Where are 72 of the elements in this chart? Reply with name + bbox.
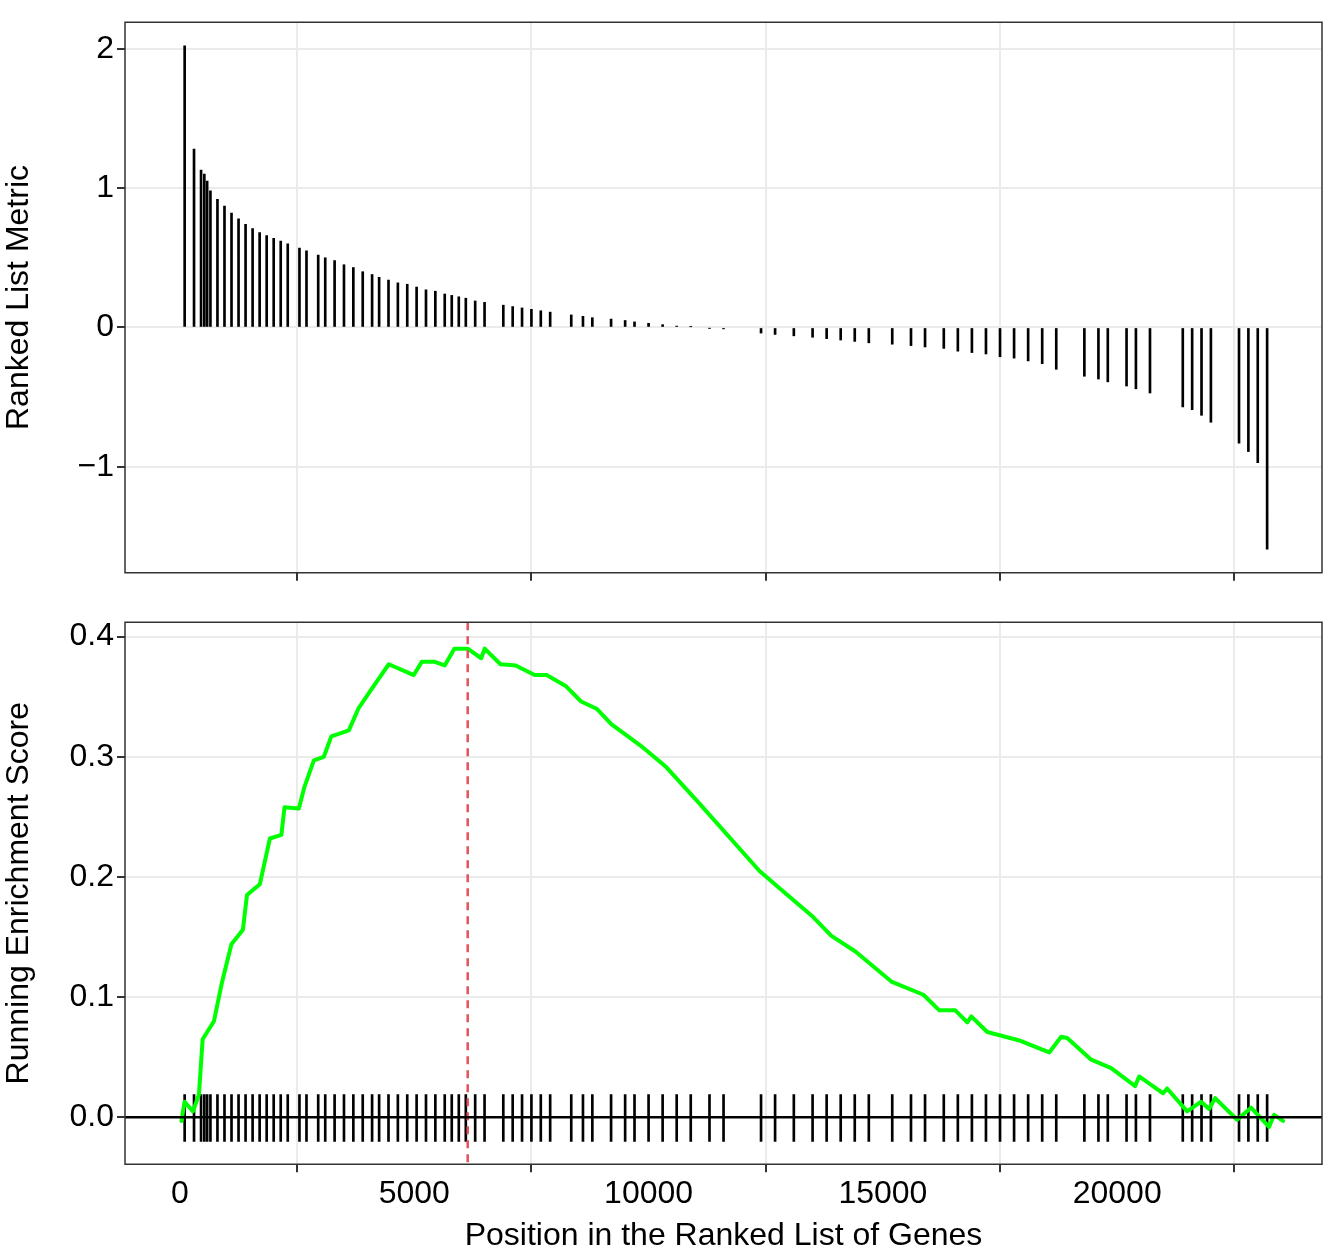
bar [333,260,336,327]
bar [415,286,418,327]
y-axis-title: Ranked List Metric [0,165,36,430]
bar [434,290,437,327]
bar [251,228,254,327]
bar [361,271,365,327]
bar [298,247,301,327]
bar [464,297,468,327]
bar [633,321,636,327]
bar [867,328,871,344]
y-tick-label: 1 [96,167,114,204]
bar [539,310,543,327]
bar [1040,328,1044,365]
x-tick-label: 5000 [378,1174,450,1211]
bar [811,328,814,338]
bar [352,267,355,327]
bar [1200,328,1203,416]
bar [530,309,533,327]
bar [279,240,283,327]
bar [591,317,594,327]
x-tick-label: 20000 [1072,1174,1162,1211]
bar [1106,328,1110,383]
bar [258,232,261,327]
bar [1256,328,1260,464]
bar [1247,328,1250,452]
bar [1097,328,1100,380]
bar [661,324,664,327]
x-tick-label: 0 [171,1174,189,1211]
bar [443,293,447,327]
bar [405,283,409,327]
bar [501,304,505,327]
bar [216,198,219,327]
bar [323,257,327,327]
bar [1181,328,1185,408]
bar [1054,328,1058,370]
bar [265,235,268,327]
bar [853,328,857,342]
bar [942,328,946,349]
x-tick-label: 10000 [604,1174,694,1211]
bar [223,205,226,327]
y-tick-label: 0.1 [69,976,114,1013]
bar [387,279,390,327]
bar [569,314,573,327]
y-tick-label: 0.0 [69,1097,114,1134]
bar [511,306,515,327]
bar [316,254,320,327]
bar [450,295,454,327]
bar [1125,328,1128,387]
bar [825,328,828,339]
y-tick-label: 0.4 [69,616,114,653]
bar [839,328,843,341]
bar [237,218,240,327]
bar [244,223,247,327]
y-axis-title: Running Enrichment Score [0,701,36,1085]
bar [473,300,477,327]
y-tick-label: 0 [96,307,114,344]
bar [272,237,276,327]
bar [1083,328,1086,377]
y-tick-label: 0.2 [69,856,114,893]
bar [457,296,461,327]
bar [230,212,233,327]
x-tick-label: 15000 [838,1174,928,1211]
bar [203,173,206,327]
y-tick-label: 2 [96,28,114,65]
bar [305,250,308,327]
bar [286,243,290,327]
y-tick-label: −1 [77,446,114,483]
bar [890,328,894,345]
bar [483,302,486,327]
bar [647,322,650,327]
x-axis-title: Position in the Ranked List of Genes [464,1215,983,1252]
y-tick-label: 0.3 [69,736,114,773]
